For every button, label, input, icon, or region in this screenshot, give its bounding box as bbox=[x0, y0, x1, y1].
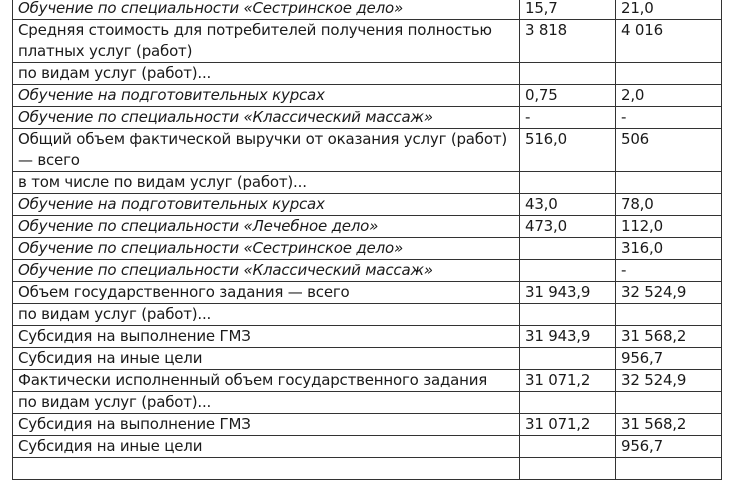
value-col-2 bbox=[615, 391, 722, 414]
value-col-1 bbox=[519, 391, 616, 414]
row-label: Субсидия на иные цели bbox=[12, 347, 520, 370]
value-col-1: 31 943,9 bbox=[519, 281, 616, 304]
table-row: Обучение по специальности «Сестринское д… bbox=[12, 237, 722, 260]
value-col-1 bbox=[519, 435, 616, 458]
row-label: Субсидия на выполнение ГМЗ bbox=[12, 325, 520, 348]
value-col-1: 31 071,2 bbox=[519, 413, 616, 436]
value-col-2 bbox=[615, 303, 722, 326]
value-col-2: 112,0 bbox=[615, 215, 722, 238]
value-col-2: 31 568,2 bbox=[615, 413, 722, 436]
row-label: Обучение на подготовительных курсах bbox=[12, 193, 520, 216]
value-col-1 bbox=[519, 171, 616, 194]
table-row: Субсидия на выполнение ГМЗ 31 943,9 31 568… bbox=[12, 325, 722, 348]
row-label: Средняя стоимость для потребителей получ… bbox=[12, 19, 520, 63]
table-row: Обучение по специальности «Классический … bbox=[12, 106, 722, 129]
table-row: Субсидия на выполнение ГМЗ 31 071,2 31 568… bbox=[12, 413, 722, 436]
value-col-2: 316,0 bbox=[615, 237, 722, 260]
value-col-2 bbox=[615, 171, 722, 194]
value-col-1: 516,0 bbox=[519, 128, 616, 172]
table-row: по видам услуг (работ)... bbox=[12, 62, 722, 85]
row-label: по видам услуг (работ)... bbox=[12, 391, 520, 414]
table-row: по видам услуг (работ)... bbox=[12, 303, 722, 326]
row-label: Обучение по специальности «Классический … bbox=[12, 106, 520, 129]
value-col-1 bbox=[519, 347, 616, 370]
table-row: Обучение на подготовительных курсах 0,75 2… bbox=[12, 84, 722, 107]
row-label: Фактически исполненный объем государстве… bbox=[12, 369, 520, 392]
table-row: Обучение по специальности «Классический … bbox=[12, 259, 722, 282]
value-col-2: 21,0 bbox=[615, 0, 722, 20]
table-row: Средняя стоимость для потребителей получ… bbox=[12, 19, 722, 63]
value-col-1: 0,75 bbox=[519, 84, 616, 107]
row-label: Обучение по специальности «Сестринское д… bbox=[12, 237, 520, 260]
value-col-1 bbox=[519, 259, 616, 282]
value-col-1: 15,7 bbox=[519, 0, 616, 20]
empty-cell bbox=[615, 457, 722, 480]
value-col-2: 4 016 bbox=[615, 19, 722, 63]
table-row: Объем государственного задания — всего 31… bbox=[12, 281, 722, 304]
value-col-1 bbox=[519, 237, 616, 260]
value-col-2: 32 524,9 bbox=[615, 369, 722, 392]
table-row-cut bbox=[12, 457, 722, 480]
value-col-2: 2,0 bbox=[615, 84, 722, 107]
table-row: Общий объем фактической выручки от оказа… bbox=[12, 128, 722, 172]
table-row: Обучение по специальности «Лечебное дело… bbox=[12, 215, 722, 238]
value-col-2: 32 524,9 bbox=[615, 281, 722, 304]
value-col-1: 31 071,2 bbox=[519, 369, 616, 392]
value-col-1 bbox=[519, 303, 616, 326]
row-label: Субсидия на выполнение ГМЗ bbox=[12, 413, 520, 436]
row-label: Обучение по специальности «Классический … bbox=[12, 259, 520, 282]
value-col-2: 506 bbox=[615, 128, 722, 172]
table-row: Обучение по специальности «Сестринское д… bbox=[12, 0, 722, 20]
row-label: Обучение по специальности «Сестринское д… bbox=[12, 0, 520, 20]
table-row: Субсидия на иные цели 956,7 bbox=[12, 347, 722, 370]
value-col-2: - bbox=[615, 106, 722, 129]
table-row: Обучение на подготовительных курсах 43,0 7… bbox=[12, 193, 722, 216]
table-row: Субсидия на иные цели 956,7 bbox=[12, 435, 722, 458]
value-col-2: - bbox=[615, 259, 722, 282]
value-col-1: 3 818 bbox=[519, 19, 616, 63]
table-row: по видам услуг (работ)... bbox=[12, 391, 722, 414]
data-table: Обучение по специальности «Сестринское д… bbox=[12, 0, 722, 480]
value-col-2: 956,7 bbox=[615, 435, 722, 458]
value-col-2: 78,0 bbox=[615, 193, 722, 216]
value-col-2: 956,7 bbox=[615, 347, 722, 370]
row-label: по видам услуг (работ)... bbox=[12, 62, 520, 85]
value-col-1: 473,0 bbox=[519, 215, 616, 238]
row-label: в том числе по видам услуг (работ)... bbox=[12, 171, 520, 194]
table-row: в том числе по видам услуг (работ)... bbox=[12, 171, 722, 194]
row-label: Субсидия на иные цели bbox=[12, 435, 520, 458]
row-label: Обучение по специальности «Лечебное дело… bbox=[12, 215, 520, 238]
value-col-1 bbox=[519, 62, 616, 85]
value-col-1: 43,0 bbox=[519, 193, 616, 216]
row-label: Обучение на подготовительных курсах bbox=[12, 84, 520, 107]
row-label: Общий объем фактической выручки от оказа… bbox=[12, 128, 520, 172]
row-label: Объем государственного задания — всего bbox=[12, 281, 520, 304]
empty-cell bbox=[12, 457, 520, 480]
table-row: Фактически исполненный объем государстве… bbox=[12, 369, 722, 392]
value-col-2: 31 568,2 bbox=[615, 325, 722, 348]
value-col-2 bbox=[615, 62, 722, 85]
value-col-1: 31 943,9 bbox=[519, 325, 616, 348]
empty-cell bbox=[519, 457, 616, 480]
row-label: по видам услуг (работ)... bbox=[12, 303, 520, 326]
value-col-1: - bbox=[519, 106, 616, 129]
